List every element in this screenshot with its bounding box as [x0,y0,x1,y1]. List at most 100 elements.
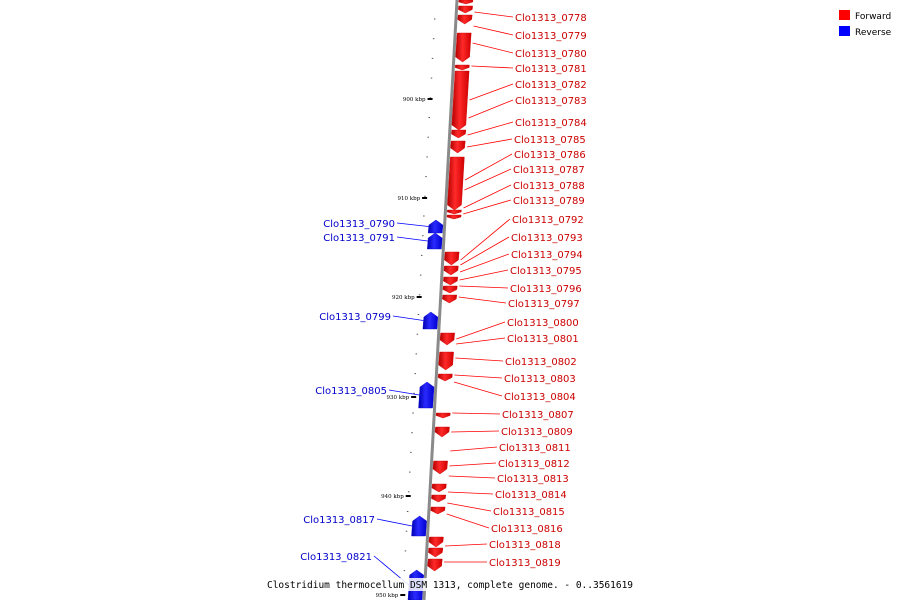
forward-gene-label[interactable]: Clo1313_0794 [511,250,583,261]
forward-gene-label[interactable]: Clo1313_0802 [505,357,577,368]
reverse-gene-block[interactable] [418,381,435,409]
forward-gene-block[interactable] [431,483,447,493]
forward-gene-block[interactable] [431,494,446,503]
genome-backbone [422,0,459,600]
reverse-gene-label[interactable]: Clo1313_0791 [323,233,395,244]
reverse-gene-label[interactable]: Clo1313_0817 [303,515,375,526]
forward-gene-label[interactable]: Clo1313_0809 [501,427,573,438]
forward-gene-label[interactable]: Clo1313_0800 [507,318,579,329]
map-caption: Clostridium thermocellum DSM 1313, compl… [267,580,633,591]
forward-gene-block[interactable] [451,129,467,139]
reverse-gene-connector [396,236,428,242]
forward-gene-connector [459,253,510,273]
forward-gene-connector [454,374,503,379]
forward-gene-block[interactable] [442,285,458,294]
forward-gene-connector [471,65,514,69]
forward-gene-block[interactable] [430,506,446,515]
reverse-gene-label[interactable]: Clo1313_0790 [323,219,395,230]
forward-gene-label[interactable]: Clo1313_0787 [513,165,585,176]
forward-gene-block[interactable] [432,460,448,475]
forward-gene-block[interactable] [444,251,460,266]
legend-forward-label: Forward [855,12,891,22]
forward-gene-label[interactable]: Clo1313_0778 [515,13,587,24]
legend: Forward Reverse [839,10,892,38]
forward-gene-label[interactable]: Clo1313_0796 [510,284,582,295]
forward-gene-block[interactable] [454,64,470,71]
forward-gene-block[interactable] [435,412,451,419]
forward-gene-connector [468,99,514,119]
forward-gene-block[interactable] [443,265,459,276]
forward-gene-block[interactable] [427,558,443,572]
forward-gene-connector [464,153,513,181]
reverse-gene-block[interactable] [427,232,443,250]
forward-gene-label[interactable]: Clo1313_0801 [507,334,579,345]
reverse-gene-label[interactable]: Clo1313_0805 [315,386,387,397]
forward-gene-connector [463,184,512,209]
forward-gene-block[interactable] [428,547,444,558]
forward-gene-label[interactable]: Clo1313_0795 [510,266,582,277]
forward-gene-label[interactable]: Clo1313_0779 [515,31,587,42]
forward-gene-connector [460,218,511,261]
forward-gene-label[interactable]: Clo1313_0797 [508,299,580,310]
forward-gene-label[interactable]: Clo1313_0814 [495,490,567,501]
forward-gene-connector [450,446,498,452]
caption-background [286,578,614,591]
forward-gene-label[interactable]: Clo1313_0813 [497,474,569,485]
forward-gene-label[interactable]: Clo1313_0792 [512,215,584,226]
tick-label: 940 kbp [381,494,404,500]
reverse-gene-connector [388,389,420,396]
forward-gene-label[interactable]: Clo1313_0781 [515,64,587,75]
forward-gene-label[interactable]: Clo1313_0786 [514,150,586,161]
forward-gene-label[interactable]: Clo1313_0815 [493,507,565,518]
forward-gene-block[interactable] [428,536,444,548]
forward-gene-connector [463,199,512,215]
forward-gene-block[interactable] [439,332,455,346]
forward-gene-label[interactable]: Clo1313_0804 [504,392,576,403]
forward-gene-block[interactable] [458,5,473,14]
forward-gene-connector [469,83,514,101]
forward-gene-label[interactable]: Clo1313_0793 [511,233,583,244]
forward-gene-block[interactable] [443,276,458,286]
forward-gene-label[interactable]: Clo1313_0780 [515,49,587,60]
forward-gene-connector [448,475,496,479]
reverse-gene-block[interactable] [422,311,439,330]
forward-gene-block[interactable] [446,214,462,220]
forward-gene-label[interactable]: Clo1313_0783 [515,96,587,107]
reverse-genes: Clo1313_0790 Clo1313_0791 Clo1313_0799 Clo1… [300,219,444,600]
forward-gene-block[interactable] [434,426,450,438]
reverse-gene-label[interactable]: Clo1313_0821 [300,552,372,563]
forward-gene-label[interactable]: Clo1313_0818 [489,540,561,551]
forward-gene-block[interactable] [447,156,465,211]
forward-gene-connector [458,296,507,304]
forward-gene-block[interactable] [447,209,462,215]
forward-gene-block[interactable] [437,373,453,382]
forward-gene-block[interactable] [442,294,457,304]
forward-gene-label[interactable]: Clo1313_0785 [514,135,586,146]
forward-gene-label[interactable]: Clo1313_0803 [504,374,576,385]
forward-gene-block[interactable] [438,351,454,371]
forward-gene-label[interactable]: Clo1313_0816 [491,524,563,535]
forward-gene-connector [460,236,510,266]
forward-gene-block[interactable] [451,70,470,131]
forward-gene-label[interactable]: Clo1313_0812 [498,459,570,470]
forward-gene-label[interactable]: Clo1313_0811 [499,443,571,454]
forward-gene-label[interactable]: Clo1313_0807 [502,410,574,421]
forward-gene-connector [453,381,503,397]
forward-gene-block[interactable] [455,32,472,63]
forward-gene-label[interactable]: Clo1313_0789 [513,196,585,207]
reverse-gene-label[interactable]: Clo1313_0799 [319,312,391,323]
forward-gene-label[interactable]: Clo1313_0782 [515,80,587,91]
forward-gene-label[interactable]: Clo1313_0784 [515,118,587,129]
forward-gene-block[interactable] [450,140,466,154]
forward-gene-connector [467,121,514,136]
forward-gene-block[interactable] [457,14,473,25]
forward-gene-label[interactable]: Clo1313_0819 [489,558,561,569]
reverse-gene-block[interactable] [427,219,444,234]
forward-gene-label[interactable]: Clo1313_0788 [513,181,585,192]
reverse-gene-block[interactable] [411,515,427,537]
forward-gene-connector [451,430,500,433]
reverse-gene-connector [376,518,413,527]
forward-gene-connector [447,502,492,512]
forward-gene-block[interactable] [458,0,474,5]
forward-gene-connector [459,269,509,281]
